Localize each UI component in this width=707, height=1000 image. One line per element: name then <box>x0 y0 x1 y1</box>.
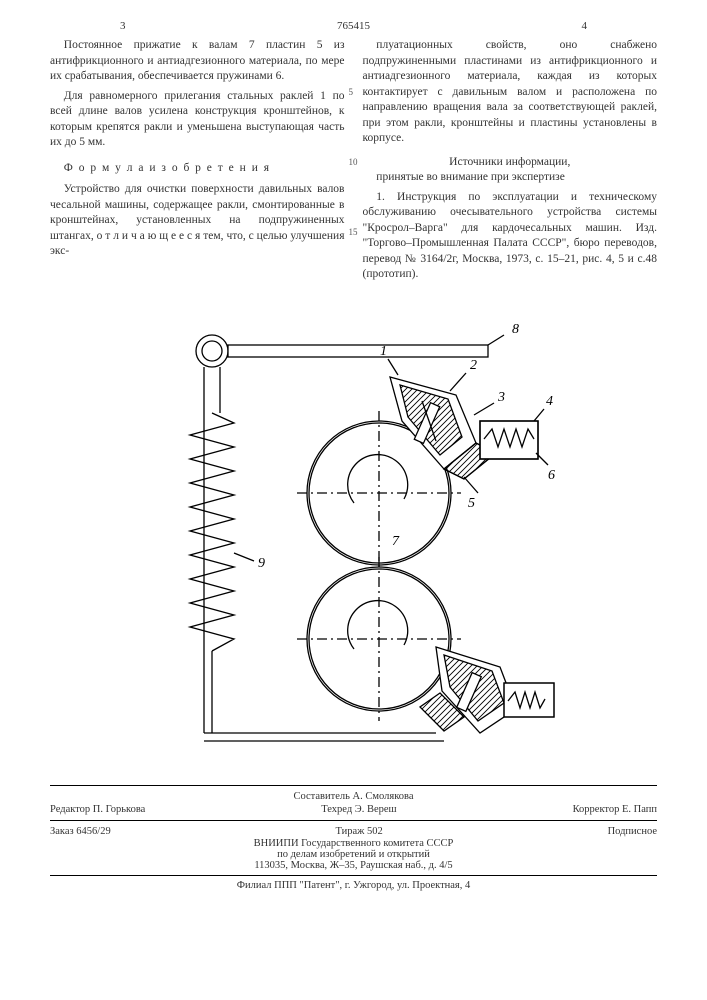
sources-title: Источники информации, <box>363 155 658 171</box>
document-number: 765415 <box>337 20 370 32</box>
figure-label-5: 5 <box>468 496 475 511</box>
figure-label-9: 9 <box>258 556 265 571</box>
gutter-5: 5 <box>349 86 354 98</box>
footer-correct: Корректор Е. Папп <box>573 804 657 815</box>
text-columns: Постоянное прижатие к валам 7 пластин 5 … <box>50 38 657 287</box>
figure-label-3: 3 <box>497 390 505 405</box>
left-column: Постоянное прижатие к валам 7 пластин 5 … <box>50 38 345 287</box>
page-header: 3 765415 4 <box>50 20 657 32</box>
figure-label-8: 8 <box>512 322 519 337</box>
right-para-1: плуатационных свойств, оно снабжено подп… <box>363 38 658 147</box>
page: 3 765415 4 Постоянное прижатие к валам 7… <box>0 0 707 1000</box>
left-para-1: Постоянное прижатие к валам 7 пластин 5 … <box>50 38 345 85</box>
right-column: 5 10 15 плуатационных свойств, оно снабж… <box>363 38 658 287</box>
left-para-3: Устройство для очистки поверхности давил… <box>50 182 345 260</box>
figure-label-6: 6 <box>548 468 555 483</box>
footer-editor: Редактор П. Горькова <box>50 804 145 815</box>
gutter-10: 10 <box>349 156 358 168</box>
left-para-2: Для равномерного прилегания стальных рак… <box>50 89 345 151</box>
footer-filial: Филиал ППП "Патент", г. Ужгород, ул. Про… <box>50 880 657 891</box>
right-para-2: 1. Инструкция по эксплуатации и техничес… <box>363 190 658 283</box>
gutter-15: 15 <box>349 226 358 238</box>
footer-subscript: Подписное <box>608 826 657 837</box>
footer-tirage: Тираж 502 <box>335 826 382 837</box>
sources-sub: принятые во внимание при экспертизе <box>363 170 658 186</box>
figure-label-7: 7 <box>392 534 400 549</box>
footer-block: Составитель А. Смолякова Редактор П. Гор… <box>50 785 657 891</box>
technical-drawing: 8 9 7 <box>144 303 564 773</box>
figure-label-4: 4 <box>546 394 553 409</box>
page-number-left: 3 <box>120 20 126 32</box>
figure-label-1: 1 <box>380 344 387 359</box>
figure-label-2: 2 <box>470 358 477 373</box>
footer-compiler: Составитель А. Смолякова <box>294 791 414 802</box>
footer-order: Заказ 6456/29 <box>50 826 111 837</box>
footer-org2: по делам изобретений и открытий <box>50 849 657 860</box>
formula-title: Ф о р м у л а и з о б р е т е н и я <box>50 161 345 177</box>
footer-org1: ВНИИПИ Государственного комитета СССР <box>50 838 657 849</box>
page-number-right: 4 <box>582 20 588 32</box>
footer-techred: Техред Э. Вереш <box>321 804 396 815</box>
footer-addr: 113035, Москва, Ж–35, Раушская наб., д. … <box>50 860 657 871</box>
